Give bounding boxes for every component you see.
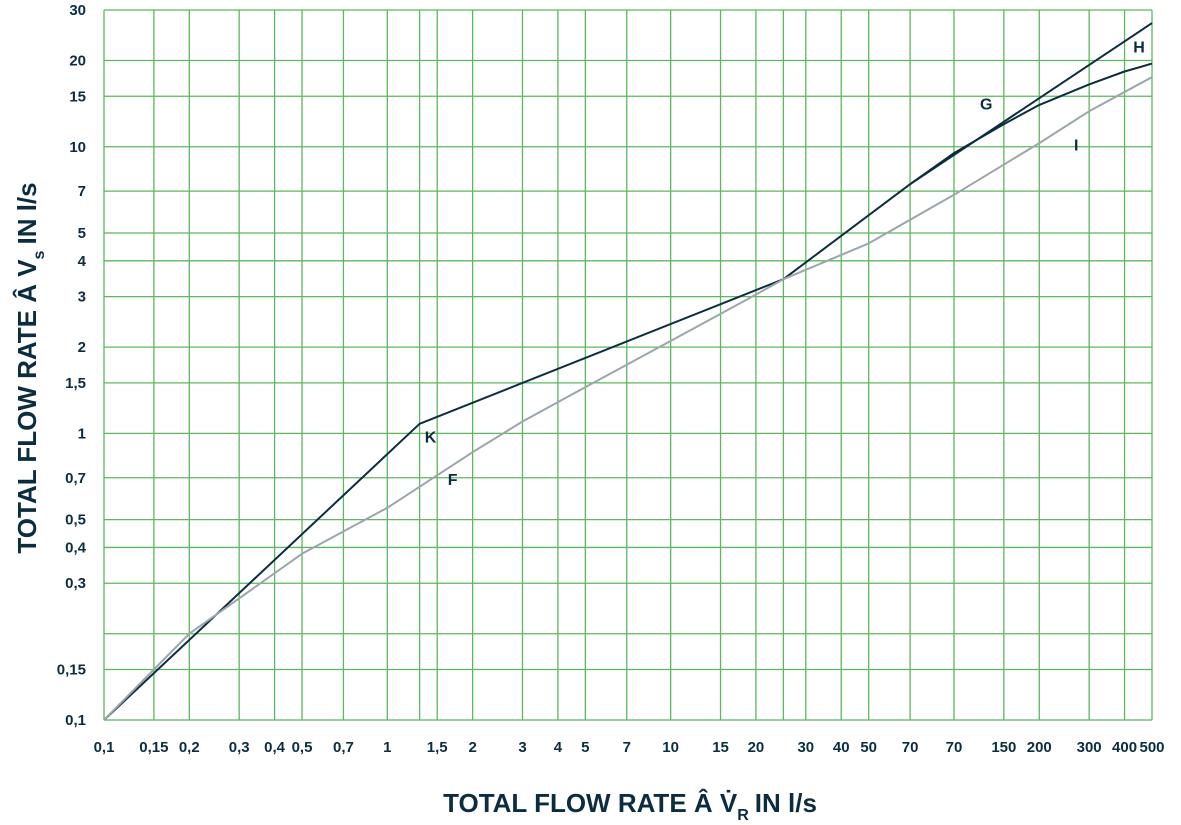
x-tick-label: 20 [748, 739, 765, 756]
grid [103, 9, 1153, 721]
y-tick-label: 0,1 [65, 712, 86, 729]
curve-labels: K F G H I [425, 40, 1145, 489]
y-tick-label: 7 [78, 183, 86, 200]
x-tick-label: 70 [902, 739, 919, 756]
x-tick-label: 30 [797, 739, 814, 756]
y-tick-label: 30 [69, 2, 86, 19]
x-tick-label: 40 [833, 739, 850, 756]
x-tick-label: 10 [662, 739, 679, 756]
series-k-line [103, 22, 1153, 721]
x-tick-label: 0,4 [264, 739, 286, 756]
x-tick-label: 2 [468, 739, 476, 756]
x-tick-label: 15 [712, 739, 729, 756]
x-tick-label: 1 [383, 739, 391, 756]
y-axis-title: TOTAL FLOW RATE Â VsIN l/s [12, 182, 48, 553]
y-tick-labels: 0,1 0,15 0,3 0,4 0,5 0,7 1 1,5 2 3 4 5 7 10 15 20 30 [57, 2, 87, 729]
curve-label-i: I [1074, 138, 1078, 155]
y-tick-label: 20 [69, 52, 86, 69]
y-tick-label: 10 [69, 139, 86, 156]
x-tick-label: 0,15 [139, 739, 168, 756]
y-tick-label: 2 [78, 339, 86, 356]
x-tick-label: 300 [1077, 739, 1102, 756]
x-tick-label: 5 [581, 739, 589, 756]
x-tick-label: 1,5 [427, 739, 448, 756]
y-tick-label: 3 [78, 289, 86, 306]
x-tick-label: 0,1 [94, 739, 115, 756]
series-h-line [909, 62, 1153, 186]
y-tick-label: 0,4 [65, 539, 87, 556]
y-tick-label: 15 [69, 88, 86, 105]
x-tick-label: 0,5 [292, 739, 313, 756]
series-f-line [103, 76, 1153, 721]
x-tick-label: 50 [860, 739, 877, 756]
x-tick-label: 0,2 [179, 739, 200, 756]
x-tick-label: 200 [1027, 739, 1052, 756]
y-tick-label: 1 [78, 425, 86, 442]
x-tick-label: 400 [1112, 739, 1137, 756]
curve-label-h: H [1133, 40, 1145, 57]
x-tick-label: 70 [946, 739, 963, 756]
x-tick-label: 7 [623, 739, 631, 756]
y-tick-label: 4 [78, 253, 87, 270]
x-tick-label: 0,7 [333, 739, 354, 756]
curve-label-f: F [448, 472, 458, 489]
x-axis-title: TOTAL FLOW RATE Â V̇R IN l/s [443, 788, 817, 824]
curve-label-k: K [425, 429, 437, 446]
y-tick-label: 1,5 [65, 375, 86, 392]
y-tick-label: 0,3 [65, 575, 86, 592]
y-tick-label: 5 [78, 225, 86, 242]
x-tick-label: 3 [518, 739, 526, 756]
y-tick-label: 0,7 [65, 470, 86, 487]
curve-label-g: G [980, 96, 992, 113]
x-tick-labels: 0,1 0,15 0,2 0,3 0,4 0,5 0,7 1 1,5 2 3 4 5 7 10 15 20 30 4… [94, 739, 1165, 756]
x-tick-label: 500 [1139, 739, 1164, 756]
curves [103, 22, 1153, 721]
y-tick-label: 0,5 [65, 512, 86, 529]
y-tick-label: 0,15 [57, 662, 86, 679]
x-tick-label: 0,3 [229, 739, 250, 756]
x-tick-label: 150 [991, 739, 1016, 756]
x-tick-label: 4 [554, 739, 563, 756]
